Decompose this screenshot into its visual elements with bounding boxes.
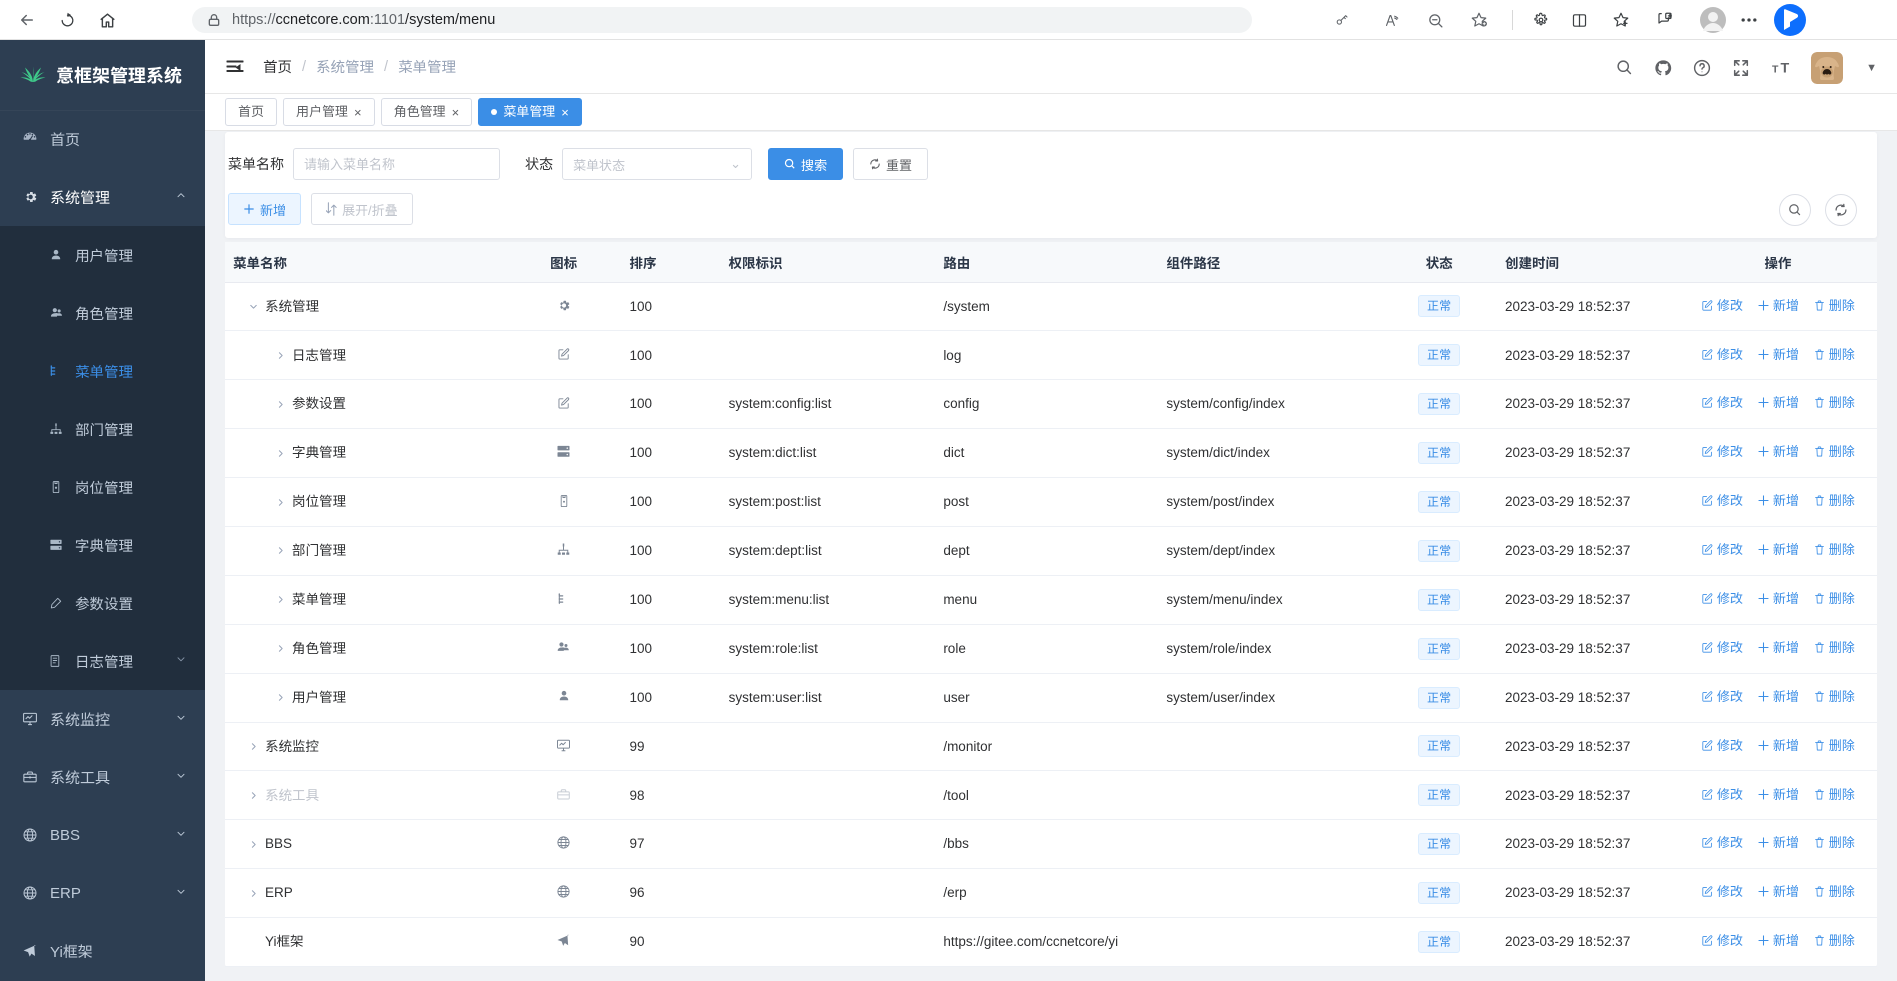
svg-text:T: T — [1781, 60, 1790, 76]
svg-text:T: T — [1772, 64, 1779, 75]
